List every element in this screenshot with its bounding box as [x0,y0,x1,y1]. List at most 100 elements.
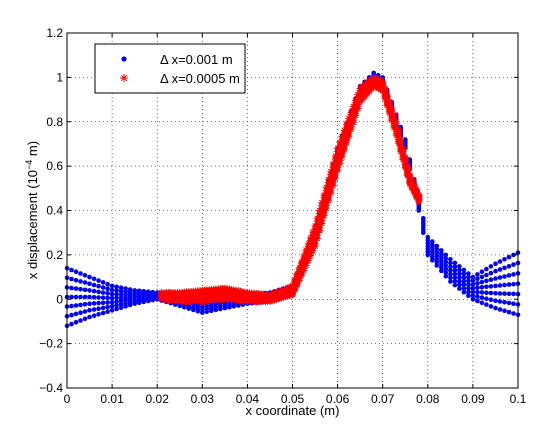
data-point [475,298,480,304]
data-point [69,267,74,273]
data-point [105,304,110,310]
data-point [96,300,101,306]
data-point [379,78,387,86]
x-tick-label: 0.1 [510,392,527,406]
series-layer [64,70,521,329]
data-point [475,285,480,291]
data-point [406,171,414,179]
data-point [381,85,389,92]
data-point [114,295,119,301]
data-point [461,289,467,295]
legend-marker-dx-00005 [120,74,128,82]
data-point [421,216,426,221]
data-point [114,288,119,293]
y-tick-label: −0.4 [39,381,63,395]
data-point [150,289,155,295]
data-point [502,274,507,279]
y-tick-label: 1.2 [46,26,63,40]
data-point [114,299,119,304]
data-point [118,285,124,291]
data-point [484,278,489,284]
data-point [118,302,124,307]
data-point [479,300,485,306]
data-point [109,283,115,289]
data-point [78,302,83,308]
data-point [78,318,83,323]
data-point [457,271,462,277]
data-point [100,285,106,290]
data-point [484,290,489,296]
data-point [448,260,453,266]
data-point [114,291,119,297]
y-axis-label: x displacement (10−4 m) [24,141,40,279]
data-point [69,285,74,291]
data-point [461,286,467,291]
data-point [479,295,485,300]
y-tick-label: 0 [56,292,63,306]
data-point [470,278,476,284]
data-point [506,291,512,297]
data-point [452,268,458,273]
data-point [484,272,489,278]
data-point [466,286,471,291]
x-tick-label: 0 [64,392,71,406]
data-point [109,308,115,313]
data-point [100,305,106,311]
data-point [380,75,386,80]
data-point [452,271,458,277]
y-tick-label: 0.2 [46,248,63,262]
x-tick-label: 0.08 [416,392,440,406]
data-point [118,295,124,301]
data-point [461,278,467,284]
data-point [506,264,512,269]
legend: Δ x=0.001 m Δ x=0.0005 m [94,43,246,94]
data-point [511,272,516,277]
data-point [73,286,79,291]
data-point [78,310,83,316]
data-point [439,251,444,257]
data-point [502,257,507,262]
data-point [493,305,498,311]
data-point [484,284,489,290]
y-tick-label: 0.6 [46,159,63,173]
data-point [91,282,97,288]
data-point [439,265,444,270]
tick-layer: 0 0.01 0.02 0.03 0.04 0.05 0.06 0.07 0.08 0.09 0.1… [39,26,526,406]
data-point [484,266,489,272]
data-point [82,294,88,300]
data-point [96,295,101,300]
data-point [488,290,494,296]
data-point [475,272,480,277]
data-point [434,253,440,259]
data-point [105,286,110,292]
data-point [82,302,88,307]
data-point [69,303,74,309]
data-point [439,261,444,267]
data-point [96,312,101,317]
data-point [392,118,400,126]
data-point [73,320,79,325]
data-point [82,280,88,285]
data-point [100,280,106,285]
data-point [443,266,449,272]
data-point [443,263,449,268]
data-point [439,254,444,260]
data-point [439,248,444,253]
data-point [470,289,476,295]
data-point [395,127,402,135]
x-tick-label: 0.06 [326,392,350,406]
data-point [488,264,494,269]
x-tick-label: 0.05 [281,392,305,406]
data-point [488,297,494,303]
data-point [118,288,124,294]
data-point [511,301,516,307]
data-point [105,291,110,296]
data-point [69,321,74,327]
data-point [78,279,83,284]
data-point [452,275,458,281]
data-point [443,270,449,275]
data-point [96,283,101,289]
data-point [461,282,467,288]
data-point [448,264,453,270]
data-point [466,289,471,295]
